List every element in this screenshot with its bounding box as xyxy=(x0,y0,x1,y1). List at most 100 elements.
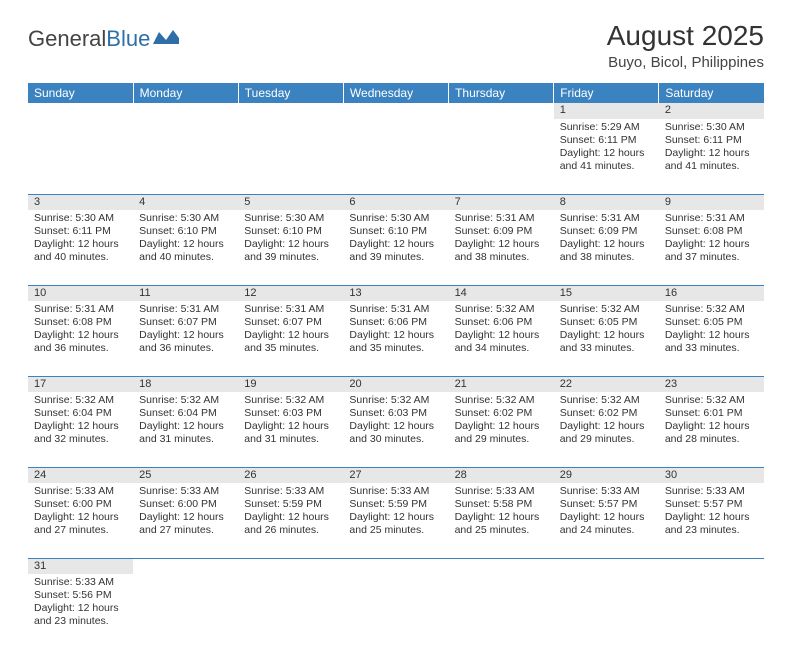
day-body-cell xyxy=(133,119,238,194)
day-number-cell: 1 xyxy=(554,103,659,119)
sunset-text: Sunset: 6:05 PM xyxy=(560,316,653,329)
day-body-cell: Sunrise: 5:32 AMSunset: 6:05 PMDaylight:… xyxy=(659,301,764,376)
sunrise-text: Sunrise: 5:31 AM xyxy=(560,212,653,225)
daylight-text: Daylight: 12 hours xyxy=(139,511,232,524)
daylight-text: Daylight: 12 hours xyxy=(34,329,127,342)
sunset-text: Sunset: 5:56 PM xyxy=(34,589,127,602)
sunrise-text: Sunrise: 5:32 AM xyxy=(139,394,232,407)
day-info: Sunrise: 5:32 AMSunset: 6:03 PMDaylight:… xyxy=(343,392,448,451)
day-body-cell: Sunrise: 5:32 AMSunset: 6:04 PMDaylight:… xyxy=(133,392,238,467)
sunrise-text: Sunrise: 5:33 AM xyxy=(34,485,127,498)
sunset-text: Sunset: 6:05 PM xyxy=(665,316,758,329)
daylight-text: Daylight: 12 hours xyxy=(560,238,653,251)
sunrise-text: Sunrise: 5:33 AM xyxy=(349,485,442,498)
day-body-cell: Sunrise: 5:32 AMSunset: 6:04 PMDaylight:… xyxy=(28,392,133,467)
sunrise-text: Sunrise: 5:33 AM xyxy=(34,576,127,589)
day-number-cell: 23 xyxy=(659,376,764,392)
daylight-text: Daylight: 12 hours xyxy=(349,420,442,433)
sunrise-text: Sunrise: 5:29 AM xyxy=(560,121,653,134)
day-body-cell: Sunrise: 5:32 AMSunset: 6:06 PMDaylight:… xyxy=(449,301,554,376)
day-info: Sunrise: 5:32 AMSunset: 6:06 PMDaylight:… xyxy=(449,301,554,360)
day-info: Sunrise: 5:32 AMSunset: 6:05 PMDaylight:… xyxy=(659,301,764,360)
sunset-text: Sunset: 6:00 PM xyxy=(34,498,127,511)
day-info: Sunrise: 5:32 AMSunset: 6:02 PMDaylight:… xyxy=(554,392,659,451)
sunrise-text: Sunrise: 5:31 AM xyxy=(244,303,337,316)
day-number-cell: 31 xyxy=(28,558,133,574)
daylight-text: Daylight: 12 hours xyxy=(244,329,337,342)
day-body-cell: Sunrise: 5:30 AMSunset: 6:11 PMDaylight:… xyxy=(659,119,764,194)
day-body-cell: Sunrise: 5:33 AMSunset: 6:00 PMDaylight:… xyxy=(133,483,238,558)
day-body-cell: Sunrise: 5:31 AMSunset: 6:09 PMDaylight:… xyxy=(554,210,659,285)
sunrise-text: Sunrise: 5:32 AM xyxy=(455,303,548,316)
daylight-text: and 26 minutes. xyxy=(244,524,337,537)
day-body-cell: Sunrise: 5:31 AMSunset: 6:09 PMDaylight:… xyxy=(449,210,554,285)
day-info: Sunrise: 5:31 AMSunset: 6:08 PMDaylight:… xyxy=(28,301,133,360)
day-number-cell xyxy=(659,558,764,574)
daylight-text: Daylight: 12 hours xyxy=(349,329,442,342)
daylight-text: Daylight: 12 hours xyxy=(34,602,127,615)
daylight-text: and 39 minutes. xyxy=(349,251,442,264)
sunrise-text: Sunrise: 5:31 AM xyxy=(455,212,548,225)
daylight-text: and 25 minutes. xyxy=(349,524,442,537)
sunset-text: Sunset: 6:09 PM xyxy=(455,225,548,238)
weekday-header: Monday xyxy=(133,83,238,103)
day-body-cell: Sunrise: 5:31 AMSunset: 6:07 PMDaylight:… xyxy=(133,301,238,376)
day-body-cell: Sunrise: 5:32 AMSunset: 6:02 PMDaylight:… xyxy=(449,392,554,467)
sunrise-text: Sunrise: 5:31 AM xyxy=(139,303,232,316)
day-number-cell xyxy=(238,558,343,574)
daylight-text: and 27 minutes. xyxy=(139,524,232,537)
logo-text-1: General xyxy=(28,26,106,52)
day-number-cell xyxy=(449,558,554,574)
daylight-text: Daylight: 12 hours xyxy=(139,329,232,342)
day-info: Sunrise: 5:32 AMSunset: 6:05 PMDaylight:… xyxy=(554,301,659,360)
day-body-cell: Sunrise: 5:32 AMSunset: 6:05 PMDaylight:… xyxy=(554,301,659,376)
daylight-text: and 38 minutes. xyxy=(560,251,653,264)
logo-flag-icon xyxy=(153,30,179,48)
day-number-cell xyxy=(554,558,659,574)
day-body-cell: Sunrise: 5:33 AMSunset: 5:57 PMDaylight:… xyxy=(554,483,659,558)
daylight-text: Daylight: 12 hours xyxy=(139,420,232,433)
daylight-text: and 32 minutes. xyxy=(34,433,127,446)
sunrise-text: Sunrise: 5:30 AM xyxy=(244,212,337,225)
day-number-cell: 6 xyxy=(343,194,448,210)
sunrise-text: Sunrise: 5:30 AM xyxy=(139,212,232,225)
day-info: Sunrise: 5:33 AMSunset: 5:57 PMDaylight:… xyxy=(659,483,764,542)
day-body-row: Sunrise: 5:32 AMSunset: 6:04 PMDaylight:… xyxy=(28,392,764,467)
day-info: Sunrise: 5:32 AMSunset: 6:01 PMDaylight:… xyxy=(659,392,764,451)
day-info: Sunrise: 5:32 AMSunset: 6:02 PMDaylight:… xyxy=(449,392,554,451)
daylight-text: Daylight: 12 hours xyxy=(665,238,758,251)
daylight-text: and 29 minutes. xyxy=(455,433,548,446)
daylight-text: and 31 minutes. xyxy=(244,433,337,446)
daylight-text: and 23 minutes. xyxy=(34,615,127,628)
day-body-row: Sunrise: 5:33 AMSunset: 6:00 PMDaylight:… xyxy=(28,483,764,558)
logo-text-2: Blue xyxy=(106,26,150,52)
day-number-cell: 18 xyxy=(133,376,238,392)
daylight-text: Daylight: 12 hours xyxy=(34,420,127,433)
day-number-cell xyxy=(28,103,133,119)
sunset-text: Sunset: 6:10 PM xyxy=(349,225,442,238)
day-number-row: 31 xyxy=(28,558,764,574)
sunset-text: Sunset: 6:08 PM xyxy=(34,316,127,329)
day-number-cell: 16 xyxy=(659,285,764,301)
day-body-cell: Sunrise: 5:32 AMSunset: 6:03 PMDaylight:… xyxy=(238,392,343,467)
day-info: Sunrise: 5:31 AMSunset: 6:07 PMDaylight:… xyxy=(238,301,343,360)
daylight-text: Daylight: 12 hours xyxy=(665,420,758,433)
sunset-text: Sunset: 5:58 PM xyxy=(455,498,548,511)
day-info: Sunrise: 5:33 AMSunset: 5:57 PMDaylight:… xyxy=(554,483,659,542)
daylight-text: Daylight: 12 hours xyxy=(455,420,548,433)
daylight-text: Daylight: 12 hours xyxy=(34,238,127,251)
day-number-cell: 9 xyxy=(659,194,764,210)
day-info: Sunrise: 5:31 AMSunset: 6:09 PMDaylight:… xyxy=(554,210,659,269)
day-info: Sunrise: 5:33 AMSunset: 5:58 PMDaylight:… xyxy=(449,483,554,542)
day-body-row: Sunrise: 5:31 AMSunset: 6:08 PMDaylight:… xyxy=(28,301,764,376)
sunset-text: Sunset: 6:10 PM xyxy=(244,225,337,238)
day-info: Sunrise: 5:31 AMSunset: 6:07 PMDaylight:… xyxy=(133,301,238,360)
sunset-text: Sunset: 5:59 PM xyxy=(349,498,442,511)
day-body-row: Sunrise: 5:30 AMSunset: 6:11 PMDaylight:… xyxy=(28,210,764,285)
day-body-cell: Sunrise: 5:33 AMSunset: 5:58 PMDaylight:… xyxy=(449,483,554,558)
daylight-text: Daylight: 12 hours xyxy=(139,238,232,251)
daylight-text: Daylight: 12 hours xyxy=(244,511,337,524)
daylight-text: and 37 minutes. xyxy=(665,251,758,264)
day-number-cell: 29 xyxy=(554,467,659,483)
sunset-text: Sunset: 5:57 PM xyxy=(665,498,758,511)
